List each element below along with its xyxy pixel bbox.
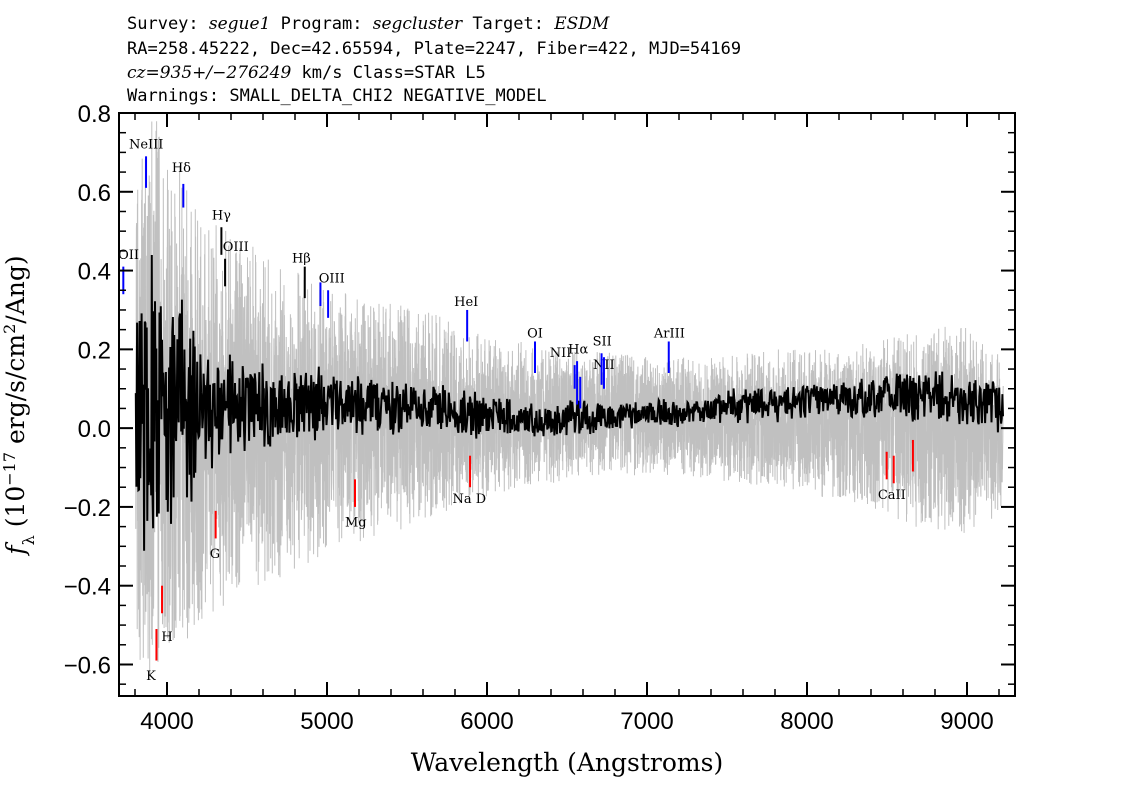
x-tick-label: 7000 — [620, 708, 673, 735]
emission-line-label: ArIII — [653, 327, 685, 342]
emission-line-label: NeIII — [129, 137, 163, 152]
x-tick-label: 8000 — [780, 708, 833, 735]
y-axis: −0.6 −0.4 −0.2 0.0 0.2 0.4 0.6 0.8 — [64, 101, 1015, 685]
y-axis-label-part: −17 — [0, 452, 19, 486]
emission-line-label: Hγ — [212, 208, 231, 223]
emission-line-label: SII — [593, 334, 612, 349]
header-text-run: segue1 — [209, 14, 271, 34]
header-text-run: cz=935+/−276249 — [127, 63, 291, 83]
emission-line-label: Hα — [568, 342, 588, 357]
y-tick-label: 0.6 — [78, 180, 111, 207]
x-axis-label: Wavelength (Angstroms) — [411, 748, 723, 777]
y-tick-label: 0.4 — [78, 259, 111, 286]
y-tick-label: 0.2 — [78, 337, 111, 364]
emission-line-label: NII — [550, 346, 572, 361]
header-text-run: segcluster — [373, 14, 463, 34]
absorption-line-label: H — [161, 630, 172, 645]
header-text-run: Program: — [270, 14, 372, 34]
y-axis-label-part: (10 — [1, 486, 30, 536]
y-tick-label: −0.4 — [64, 574, 111, 601]
y-tick-label: −0.6 — [64, 652, 111, 679]
y-tick-label: −0.2 — [64, 495, 111, 522]
x-tick-label: 6000 — [460, 708, 513, 735]
y-tick-label: 0.8 — [78, 101, 111, 128]
plot-frame — [118, 112, 1016, 697]
y-axis-label: fλ (10−17 erg/s/cm2/Ang) — [0, 255, 38, 556]
header: Survey: segue1 Program: segcluster Targe… — [127, 14, 741, 106]
x-tick-label: 5000 — [300, 708, 353, 735]
y-axis-label-part: erg/s/cm — [1, 334, 30, 452]
emission-line-label: Hβ — [292, 252, 311, 267]
x-tick-label: 9000 — [940, 708, 993, 735]
y-axis-label-part: λ — [19, 535, 38, 545]
absorption-line-label: K — [146, 669, 156, 684]
header-line-coordinates: RA=258.45222, Dec=42.65594, Plate=2247, … — [127, 39, 741, 59]
header-line-survey: Survey: segue1 Program: segcluster Targe… — [127, 14, 610, 34]
header-text-run: km/s Class=STAR L5 — [291, 63, 485, 83]
emission-line-label: OII — [118, 248, 139, 263]
header-text-run: ESDM — [553, 14, 610, 34]
absorption-line-label: Na D — [453, 492, 487, 507]
emission-line-label: OI — [527, 327, 543, 342]
y-axis-label-part: /Ang) — [1, 255, 30, 323]
emission-line-label: HeI — [454, 295, 478, 310]
emission-line-label: OIII — [223, 240, 249, 255]
y-axis-label-part: 2 — [0, 324, 19, 334]
plot-area: OIINeIIIHδHγOIIIHβOIIIHeIOINIIHαNIISIIAr… — [118, 121, 1004, 684]
y-tick-label: 0.0 — [78, 416, 111, 443]
header-line-warnings: Warnings: SMALL_DELTA_CHI2 NEGATIVE_MODE… — [127, 86, 547, 106]
spectral-line-markers: OIINeIIIHδHγOIIIHβOIIIHeIOINIIHαNIISIIAr… — [118, 137, 914, 684]
header-text-run: Target: — [462, 14, 554, 34]
header-text-run: Survey: — [127, 14, 209, 34]
emission-line-label: OIII — [319, 271, 345, 286]
absorption-line-label: G — [210, 547, 220, 562]
absorption-line-label: CaII — [878, 488, 906, 503]
x-tick-label: 4000 — [140, 708, 193, 735]
flux-series — [134, 254, 1004, 551]
emission-line-label: Hδ — [172, 161, 191, 176]
x-axis: 4000 5000 6000 7000 8000 9000 — [134, 113, 1000, 735]
header-line-redshift: cz=935+/−276249 km/s Class=STAR L5 — [127, 63, 486, 83]
y-axis-label-part: f — [1, 542, 30, 557]
absorption-line-label: Mg — [345, 516, 367, 531]
